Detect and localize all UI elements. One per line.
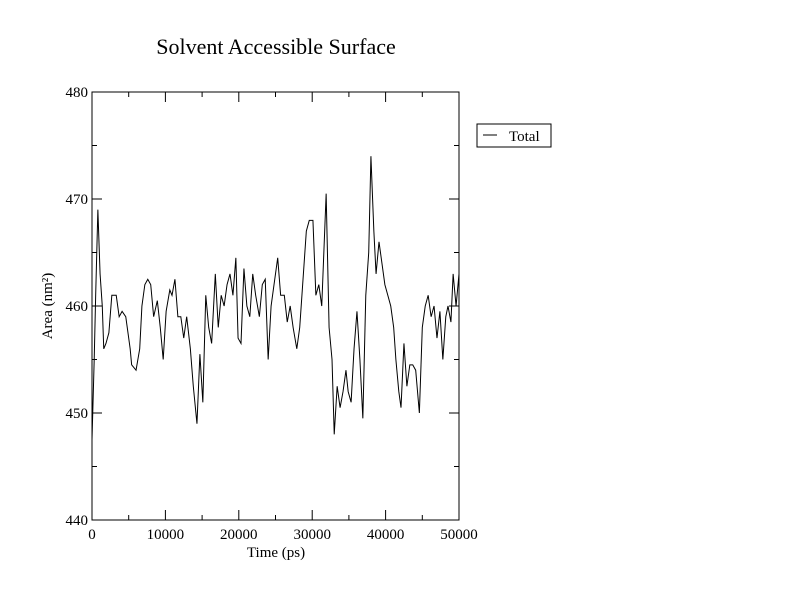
legend-label: Total: [509, 129, 540, 145]
y-tick-label: 450: [66, 406, 89, 422]
plot-frame: [91, 91, 460, 521]
x-tick-label: 30000: [293, 527, 331, 543]
x-tick-label: 0: [88, 527, 96, 543]
data-line: [91, 156, 460, 440]
x-tick-label: 50000: [440, 527, 478, 543]
y-tick-label: 460: [66, 299, 89, 315]
y-tick-label: 440: [66, 513, 89, 529]
y-axis-label: Area (nm²): [40, 273, 56, 340]
x-tick-label: 10000: [147, 527, 185, 543]
x-tick-label: 20000: [220, 527, 258, 543]
x-axis-label: Time (ps): [247, 545, 305, 561]
legend-box: [476, 123, 552, 148]
y-tick-label: 480: [66, 85, 89, 101]
chart-title: Solvent Accessible Surface: [156, 34, 396, 59]
y-tick-label: 470: [66, 192, 89, 208]
x-tick-label: 40000: [367, 527, 405, 543]
